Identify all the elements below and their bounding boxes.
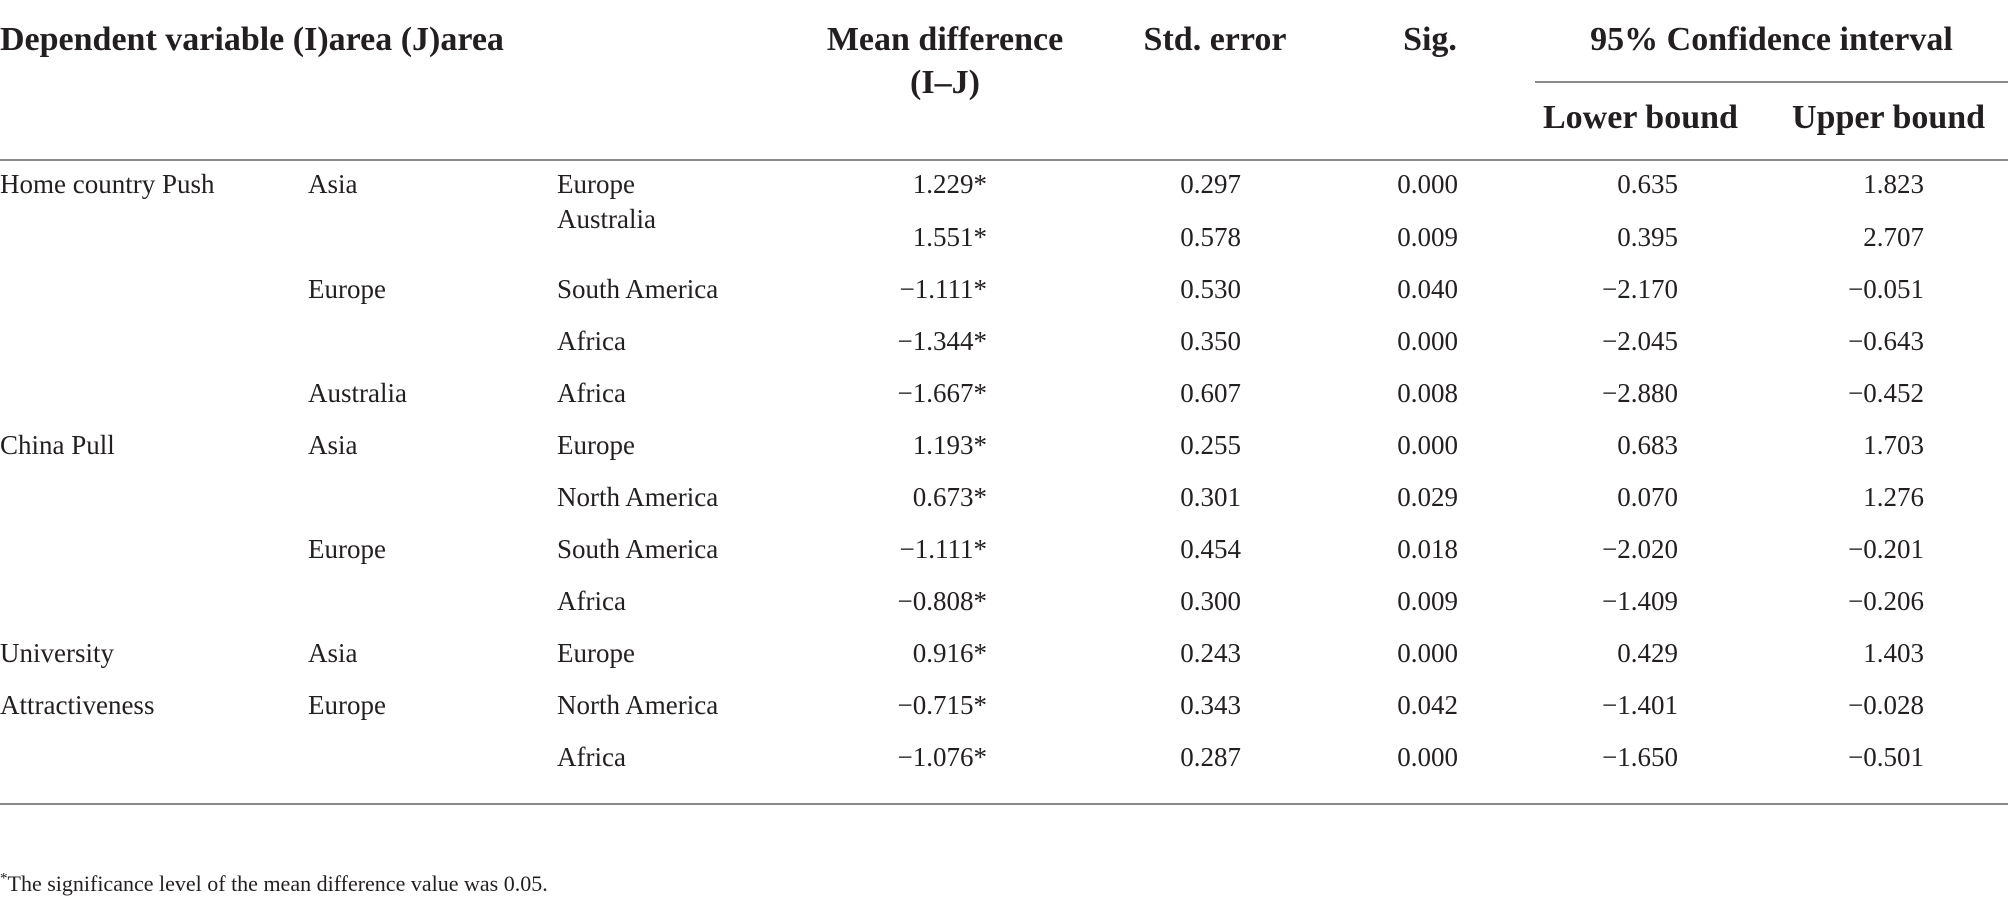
cell-lower-bound: 0.683 [1617,430,1678,460]
cell-j-area: Africa [557,742,626,772]
cell-i-area: Asia [308,638,358,668]
header-lower-bound: Lower bound [1543,99,1738,136]
cell-std-error: 0.530 [1180,274,1241,304]
cell-lower-bound: 0.429 [1617,638,1678,668]
cell-upper-bound: 2.707 [1863,222,1924,252]
cell-sig: 0.009 [1397,222,1458,252]
cell-j-area: North America [557,482,719,512]
cell-upper-bound: −0.028 [1848,690,1924,720]
header-bottom-rule [0,159,2008,161]
cell-j-area: Africa [557,586,626,616]
header-dependent-variable: Dependent variable (I)area (J)area [0,21,504,58]
cell-std-error: 0.350 [1180,326,1241,356]
cell-sig: 0.018 [1397,534,1458,564]
cell-j-area: North America [557,690,719,720]
header-sig: Sig. [1403,21,1457,58]
header-mean-difference-sub: (I–J) [910,64,980,101]
cell-sig: 0.040 [1397,274,1458,304]
cell-mean-difference: 0.673* [912,482,987,512]
cell-lower-bound: −2.880 [1602,378,1678,408]
cell-j-area: South America [557,534,719,564]
cell-lower-bound: 0.070 [1617,482,1678,512]
cell-mean-difference: 1.229* [912,169,987,199]
cell-std-error: 0.243 [1180,638,1241,668]
cell-lower-bound: −1.409 [1602,586,1678,616]
footnote-text: The significance level of the mean diffe… [7,871,548,896]
cell-std-error: 0.454 [1180,534,1241,564]
cell-upper-bound: 1.823 [1863,169,1924,199]
cell-dependent-variable: Home country Push [0,169,215,199]
cell-sig: 0.029 [1397,482,1458,512]
cell-upper-bound: 1.276 [1863,482,1924,512]
cell-sig: 0.042 [1397,690,1458,720]
cell-lower-bound: −2.170 [1602,274,1678,304]
cell-std-error: 0.607 [1180,378,1241,408]
cell-upper-bound: −0.501 [1848,742,1924,772]
cell-mean-difference: −1.111* [899,534,987,564]
footnote-mark: * [0,870,8,887]
cell-sig: 0.000 [1397,638,1458,668]
cell-mean-difference: −1.076* [897,742,987,772]
cell-mean-difference: 0.916* [912,638,987,668]
cell-dependent-variable: University [0,638,114,668]
cell-lower-bound: −1.650 [1602,742,1678,772]
cell-upper-bound: −0.051 [1848,274,1924,304]
header-upper-bound: Upper bound [1792,99,1986,136]
cell-upper-bound: 1.403 [1863,638,1924,668]
cell-sig: 0.000 [1397,169,1458,199]
cell-mean-difference: −0.715* [897,690,987,720]
cell-j-area: Australia [557,204,656,234]
cell-j-area: Europe [557,169,635,199]
cell-mean-difference: −0.808* [897,586,987,616]
cell-sig: 0.008 [1397,378,1458,408]
cell-std-error: 0.287 [1180,742,1241,772]
cell-j-area: Europe [557,638,635,668]
cell-i-area: Asia [308,169,358,199]
footnote: *The significance level of the mean diff… [0,870,548,898]
header-confidence-interval: 95% Confidence interval [1590,21,1953,58]
cell-upper-bound: 1.703 [1863,430,1924,460]
cell-mean-difference: 1.193* [912,430,987,460]
cell-mean-difference: 1.551* [912,222,987,252]
cell-i-area: Australia [308,378,407,408]
cell-i-area: Europe [308,534,386,564]
cell-j-area: Europe [557,430,635,460]
cell-i-area: Europe [308,690,386,720]
cell-i-area: Europe [308,274,386,304]
cell-lower-bound: −1.401 [1602,690,1678,720]
header-std-error: Std. error [1143,21,1287,58]
ci-header-rule [1535,81,2008,83]
cell-mean-difference: −1.667* [897,378,987,408]
cell-upper-bound: −0.452 [1848,378,1924,408]
cell-upper-bound: −0.206 [1848,586,1924,616]
cell-j-area: Africa [557,378,626,408]
cell-mean-difference: −1.111* [899,274,987,304]
cell-upper-bound: −0.643 [1848,326,1924,356]
cell-sig: 0.000 [1397,742,1458,772]
cell-upper-bound: −0.201 [1848,534,1924,564]
header-mean-difference: Mean difference [826,21,1064,58]
cell-std-error: 0.297 [1180,169,1241,199]
cell-lower-bound: −2.045 [1602,326,1678,356]
cell-mean-difference: −1.344* [897,326,987,356]
cell-j-area: South America [557,274,719,304]
cell-dependent-variable: Attractiveness [0,690,155,720]
cell-j-area: Africa [557,326,626,356]
cell-std-error: 0.301 [1180,482,1241,512]
cell-lower-bound: 0.395 [1617,222,1678,252]
cell-sig: 0.009 [1397,586,1458,616]
cell-sig: 0.000 [1397,430,1458,460]
cell-sig: 0.000 [1397,326,1458,356]
cell-dependent-variable: China Pull [0,430,115,460]
cell-lower-bound: 0.635 [1617,169,1678,199]
cell-i-area: Asia [308,430,358,460]
cell-std-error: 0.255 [1180,430,1241,460]
cell-std-error: 0.343 [1180,690,1241,720]
cell-std-error: 0.300 [1180,586,1241,616]
table-bottom-rule [0,803,2008,805]
cell-lower-bound: −2.020 [1602,534,1678,564]
cell-std-error: 0.578 [1180,222,1241,252]
